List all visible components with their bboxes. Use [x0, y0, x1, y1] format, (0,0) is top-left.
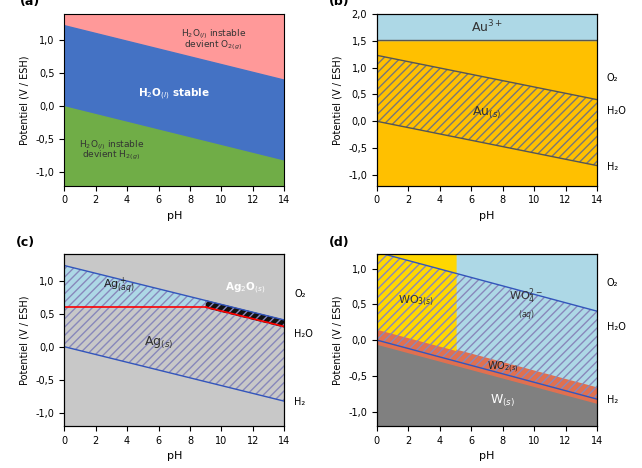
Text: (c): (c) [16, 236, 35, 249]
Text: Ag$^+_{(aq)}$: Ag$^+_{(aq)}$ [103, 276, 135, 296]
Text: Ag$_2$O$_{(s)}$: Ag$_2$O$_{(s)}$ [225, 281, 265, 296]
Text: (d): (d) [329, 236, 349, 249]
Text: (a): (a) [20, 0, 40, 8]
X-axis label: pH: pH [167, 451, 182, 461]
X-axis label: pH: pH [480, 211, 494, 221]
Text: H$_2$O$_{(l)}$ instable: H$_2$O$_{(l)}$ instable [181, 27, 247, 41]
Text: WO$_{3(s)}$: WO$_{3(s)}$ [398, 293, 435, 308]
Text: H$_2$O$_{(l)}$ instable: H$_2$O$_{(l)}$ instable [79, 138, 144, 152]
X-axis label: pH: pH [480, 451, 494, 461]
Text: WO$_{2(s)}$: WO$_{2(s)}$ [487, 359, 519, 375]
Y-axis label: Potentiel (V / ESH): Potentiel (V / ESH) [333, 55, 343, 145]
Text: WO$_4^{2-}$
$_{(aq)}$: WO$_4^{2-}$ $_{(aq)}$ [509, 286, 543, 322]
Y-axis label: Potentiel (V / ESH): Potentiel (V / ESH) [20, 295, 30, 385]
Text: Au$_{(s)}$: Au$_{(s)}$ [473, 105, 501, 122]
Text: W$_{(s)}$: W$_{(s)}$ [490, 393, 516, 409]
Text: Ag$_{(s)}$: Ag$_{(s)}$ [144, 335, 173, 351]
Text: (b): (b) [329, 0, 349, 8]
Text: Au$^{3+}$: Au$^{3+}$ [471, 19, 503, 36]
Y-axis label: Potentiel (V / ESH): Potentiel (V / ESH) [333, 295, 343, 385]
X-axis label: pH: pH [167, 211, 182, 221]
Text: devient H$_{2(g)}$: devient H$_{2(g)}$ [82, 149, 141, 162]
Text: devient O$_{2(g)}$: devient O$_{2(g)}$ [184, 38, 243, 51]
Text: H$_2$O$_{(l)}$ stable: H$_2$O$_{(l)}$ stable [138, 87, 210, 102]
Y-axis label: Potentiel (V / ESH): Potentiel (V / ESH) [20, 55, 30, 145]
